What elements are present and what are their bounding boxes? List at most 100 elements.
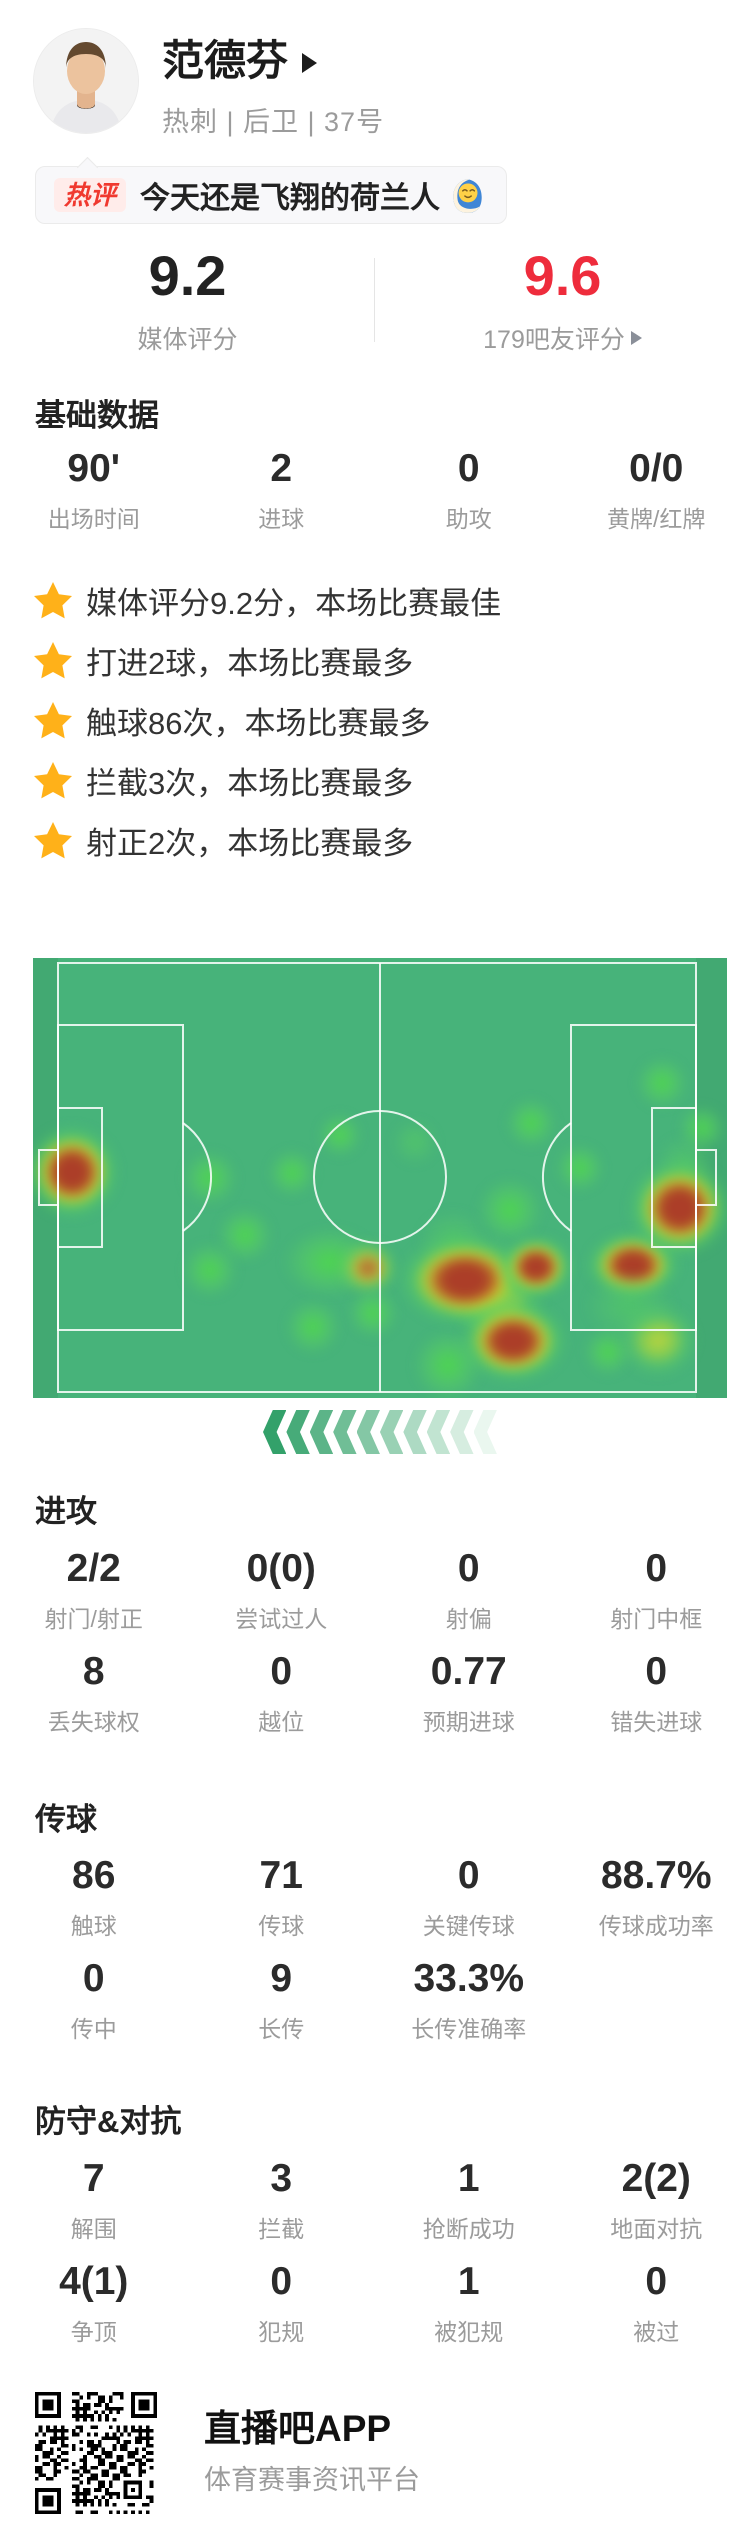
stat-value: 71: [259, 1854, 303, 1897]
stat-label: 射门/射正: [44, 1605, 143, 1632]
stat-value: 2/2: [66, 1547, 121, 1590]
highlight-item: 射正2次，本场比赛最多: [33, 810, 733, 870]
app-tagline: 体育赛事资讯平台: [204, 2465, 420, 2495]
player-name-row[interactable]: 范德芬: [162, 37, 318, 84]
stat-cell: 4(1) 争顶: [0, 2260, 188, 2345]
left-chevron-icon: [309, 1410, 334, 1454]
heat-spot-green: [182, 1242, 238, 1298]
star-icon: [34, 642, 72, 679]
stat-cell: 0 助攻: [375, 447, 563, 532]
highlight-text: 打进2球，本场比赛最多: [86, 645, 414, 681]
highlight-item: 触球86次，本场比赛最多: [33, 690, 733, 750]
heat-spot-green: [348, 1288, 399, 1339]
stat-cell: 7 解围: [0, 2157, 188, 2242]
fans-rating[interactable]: 9.6 179吧友评分: [375, 248, 750, 356]
stat-label: 进球: [258, 505, 305, 532]
stat-cell: 0.77 预期进球: [375, 1650, 563, 1735]
star-icon: [34, 762, 72, 799]
player-photo-placeholder: [34, 29, 138, 133]
ratings-divider: [374, 258, 375, 342]
stat-label: 尝试过人: [235, 1605, 328, 1632]
stat-cell: 0 错失进球: [563, 1650, 750, 1735]
heat-spot-green: [555, 1143, 604, 1192]
stat-cell: 33.3% 长传准确率: [375, 1957, 563, 2042]
section-title-attack: 进攻: [35, 1494, 97, 1529]
stat-value: 0: [645, 2260, 668, 2303]
left-chevron-icon: [263, 1410, 287, 1454]
highlight-item: 拦截3次，本场比赛最多: [33, 750, 733, 810]
stat-label: 越位: [258, 1708, 305, 1735]
heat-spot-green: [506, 1098, 557, 1148]
section-title-defense: 防守&对抗: [35, 2104, 182, 2139]
passing-stats-grid: 86 触球 71 传球 0 关键传球 88.7% 传球成功率 0 传中 9 长传 33.3% 长传准确率: [0, 1854, 750, 2042]
stat-cell: 88.7% 传球成功率: [563, 1854, 750, 1939]
stat-cell: 0 犯规: [188, 2260, 376, 2345]
heat-spot-green_faint: [391, 1118, 438, 1165]
stat-cell: 1 抢断成功: [375, 2157, 563, 2242]
stat-value: 0(0): [246, 1547, 316, 1590]
stat-value: 33.3%: [413, 1957, 525, 2000]
stat-label: 被犯规: [434, 2318, 504, 2345]
stat-value: 88.7%: [600, 1854, 712, 1897]
stat-value: 0: [457, 447, 480, 490]
heat-spot-red: [33, 1124, 120, 1220]
stat-value: 0: [270, 2260, 293, 2303]
stat-label: 关键传球: [422, 1912, 515, 1939]
section-title-basic: 基础数据: [35, 398, 159, 433]
stat-label: 解围: [70, 2215, 117, 2242]
stat-label: 长传: [258, 2015, 305, 2042]
stat-label: 传中: [70, 2015, 117, 2042]
stat-label: 犯规: [258, 2318, 305, 2345]
stat-value: 0.77: [430, 1650, 507, 1693]
stat-value: 0/0: [629, 447, 684, 490]
stat-value: 0: [645, 1547, 668, 1590]
player-name: 范德芬: [162, 37, 289, 84]
heat-spot-green: [635, 1056, 688, 1109]
left-chevron-icon: [333, 1410, 357, 1454]
stat-cell: 0 传中: [0, 1957, 188, 2042]
stat-label: 错失进球: [610, 1708, 703, 1735]
stat-label: 被过: [633, 2318, 680, 2345]
stat-label: 出场时间: [47, 505, 140, 532]
stat-label: 拦截: [258, 2215, 305, 2242]
heat-spot-green: [267, 1149, 316, 1198]
fans-rating-value: 9.6: [523, 244, 602, 307]
stat-cell: 2(2) 地面对抗: [563, 2157, 750, 2242]
stat-cell: 0/0 黄牌/红牌: [563, 447, 750, 532]
stat-value: 1: [457, 2260, 480, 2303]
qr-code: [35, 2392, 157, 2514]
stat-cell: 2/2 射门/射正: [0, 1547, 188, 1632]
stat-cell: 86 触球: [0, 1854, 188, 1939]
fans-rating-label[interactable]: 179吧友评分: [375, 320, 750, 356]
stat-value: 7: [82, 2157, 105, 2200]
stat-cell: 0(0) 尝试过人: [188, 1547, 376, 1632]
star-icon: [34, 582, 72, 619]
stat-label: 黄牌/红牌: [607, 505, 706, 532]
heat-spot-green: [285, 1299, 341, 1355]
stat-cell: 8 丢失球权: [0, 1650, 188, 1735]
heat-spot-green: [477, 1177, 543, 1243]
stat-cell: 71 传球: [188, 1854, 376, 1939]
left-chevron-icon: [356, 1410, 380, 1454]
stat-value: 0: [270, 1650, 293, 1693]
stat-value: 0: [457, 1854, 480, 1897]
heat-spot-green: [182, 1150, 238, 1206]
stat-value: 86: [72, 1854, 116, 1897]
stat-label: 地面对抗: [610, 2215, 703, 2242]
stat-cell: 2 进球: [188, 447, 376, 532]
defense-stats-grid: 7 解围 3 拦截 1 抢断成功 2(2) 地面对抗 4(1) 争顶 0 犯规 1 被犯规 0 被过: [0, 2157, 750, 2345]
media-rating-value: 9.2: [148, 244, 227, 307]
star-icon: [34, 702, 72, 739]
highlight-item: 打进2球，本场比赛最多: [33, 630, 733, 690]
stat-value: 4(1): [59, 2260, 129, 2303]
heat-spot-orange: [338, 1240, 399, 1296]
highlight-text: 拦截3次，本场比赛最多: [86, 765, 414, 801]
player-team-position: 热刺 | 后卫 | 37号: [162, 107, 385, 137]
app-name: 直播吧APP: [204, 2408, 392, 2449]
stat-value: 3: [270, 2157, 293, 2200]
stat-cell: 3 拦截: [188, 2157, 376, 2242]
highlight-item: 媒体评分9.2分，本场比赛最佳: [33, 570, 733, 630]
stat-value: 2: [270, 447, 293, 490]
left-chevron-icon: [286, 1410, 310, 1454]
stat-cell: 0 被过: [563, 2260, 750, 2345]
